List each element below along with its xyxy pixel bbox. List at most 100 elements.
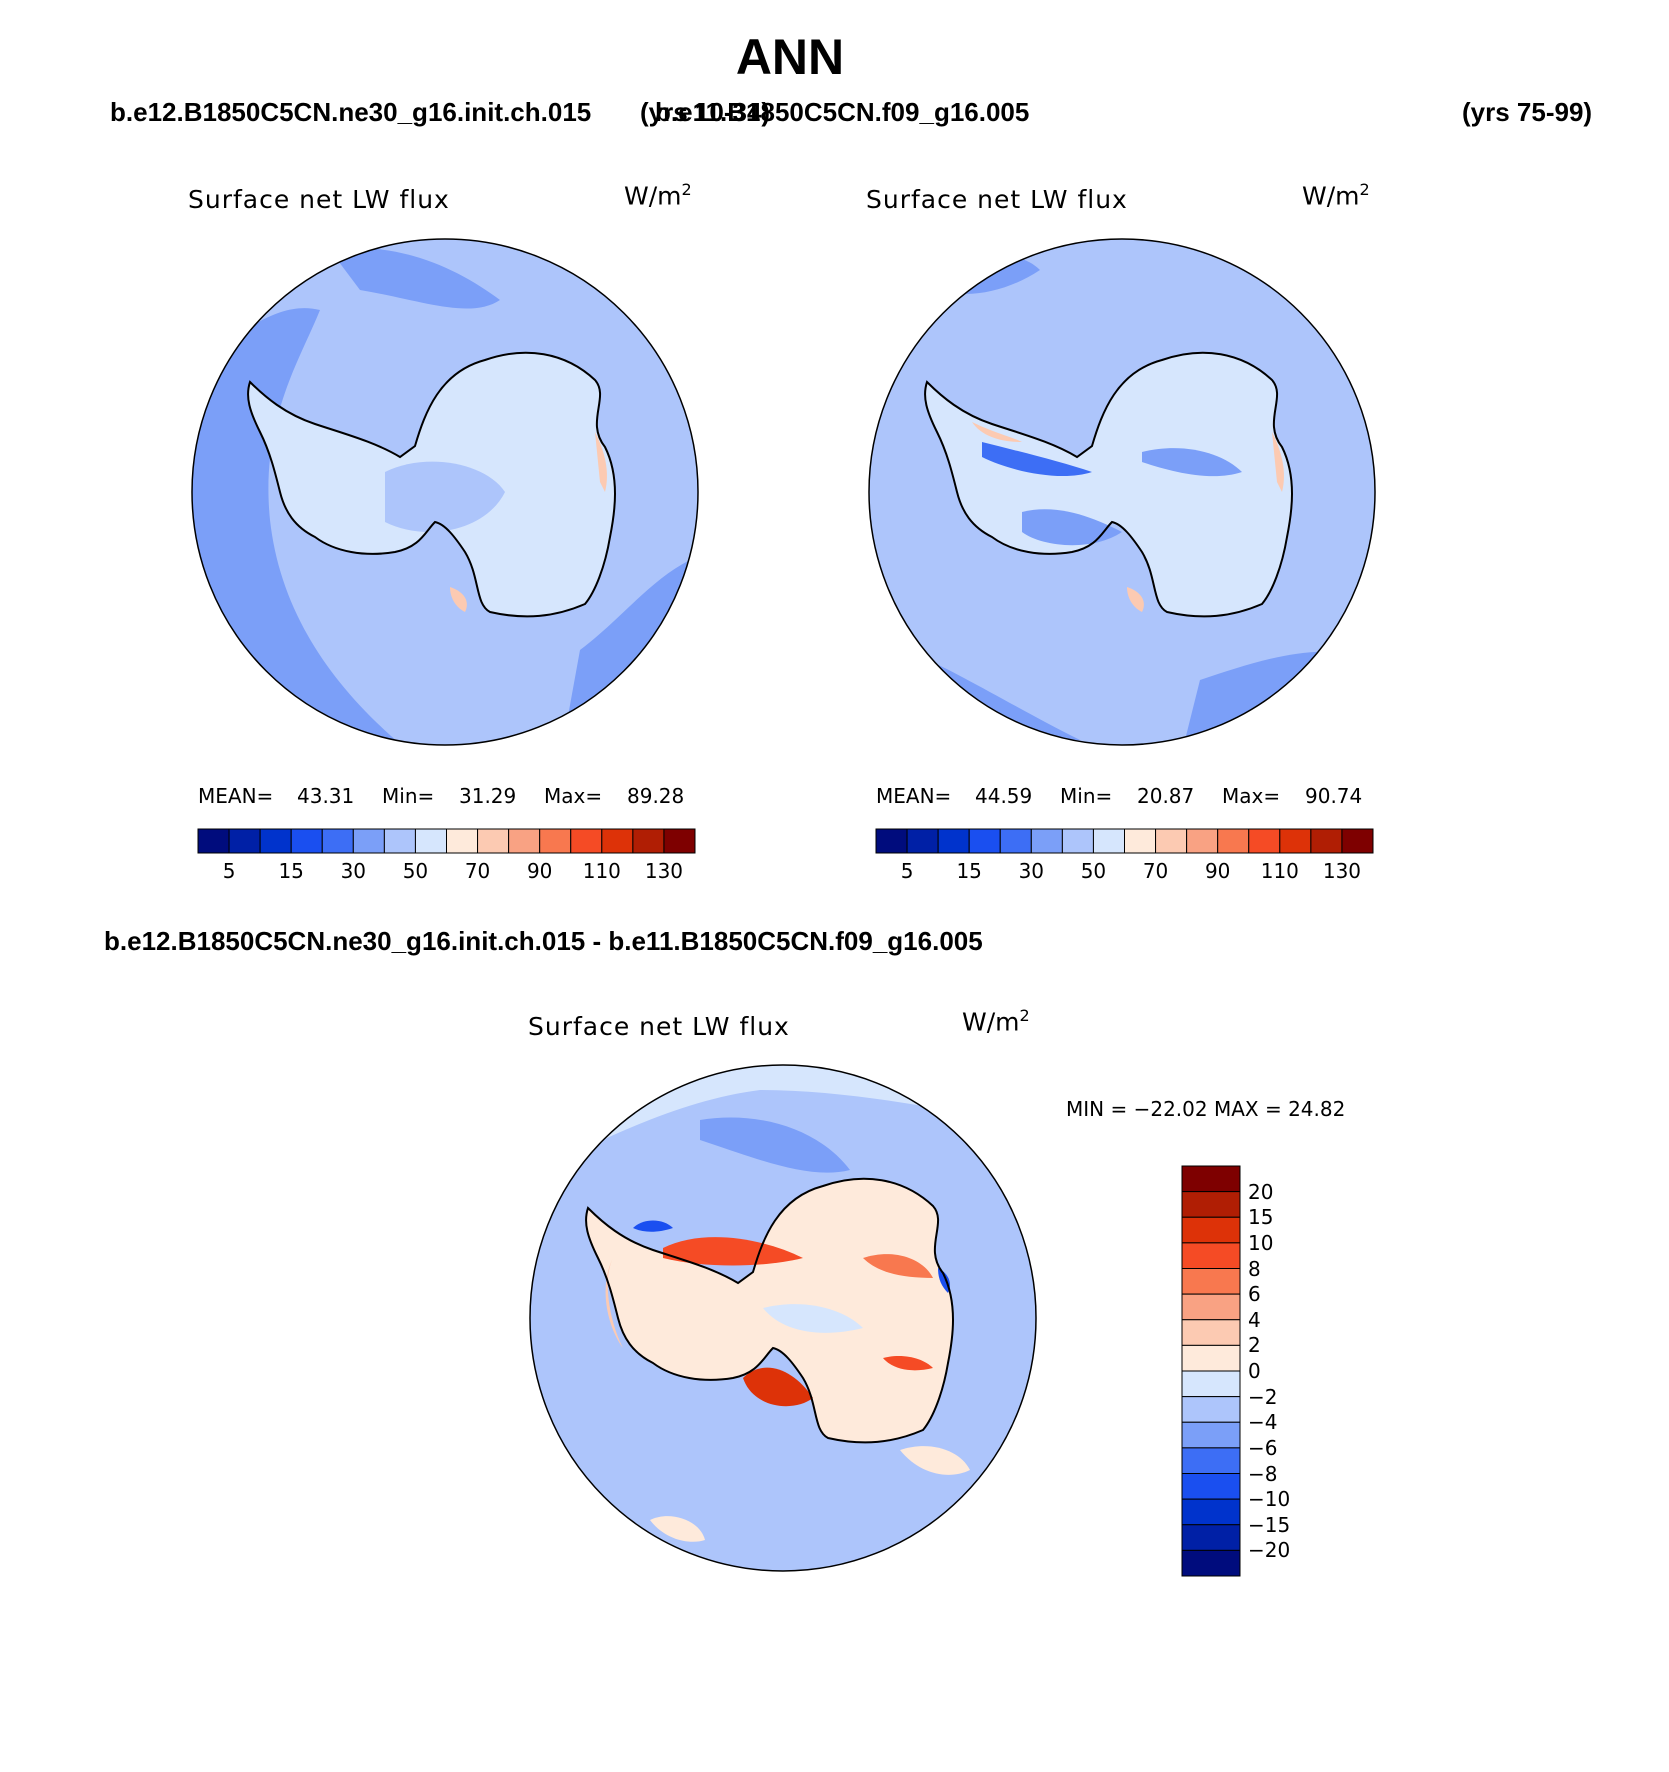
panel2-min-label: Min=	[1060, 784, 1113, 808]
panel1-colorbar-swatch	[352, 828, 385, 854]
panel2-colorbar-swatch	[1217, 828, 1250, 854]
diff-colorbar-swatch	[1181, 1447, 1241, 1474]
panel2-colorbar	[875, 828, 1374, 854]
panel1-colorbar-tick-label: 70	[464, 859, 491, 883]
years-left-label: (yrs 10-34)	[640, 97, 771, 127]
panel2-mean-value: 44.59	[975, 784, 1033, 808]
panel1-colorbar-tick-label: 110	[582, 859, 621, 883]
panel1-colorbar-tick-label: 90	[526, 859, 553, 883]
panel1-colorbar-tick-label: 5	[222, 859, 236, 883]
panel2-colorbar-tick-label: 130	[1322, 859, 1362, 883]
panel2-max-value: 90.74	[1305, 784, 1363, 808]
panel2-colorbar-swatch	[875, 828, 908, 854]
diff-colorbar-swatch	[1181, 1319, 1241, 1346]
diff-colorbar-tick-label: −4	[1248, 1410, 1278, 1435]
panel1-colorbar-swatch	[477, 828, 510, 854]
panel1-colorbar-swatch	[632, 828, 665, 854]
panel1-colorbar-swatch	[228, 828, 261, 854]
diff-units: W/m2	[962, 1006, 1030, 1037]
diff-case-label: b.e12.B1850C5CN.ne30_g16.init.ch.015 - b…	[104, 926, 983, 956]
panel2-title: Surface net LW flux	[866, 185, 1128, 214]
panel2-colorbar-tick-label: 5	[900, 859, 914, 883]
panel1-colorbar-swatch	[446, 828, 479, 854]
panel2-min-value: 20.87	[1137, 784, 1195, 808]
diff-colorbar-swatch	[1181, 1191, 1241, 1218]
panel1-colorbar	[197, 828, 696, 854]
panel2-map	[868, 238, 1376, 746]
panel1-mean-label: MEAN=	[198, 784, 274, 808]
diff-colorbar-tick-label: 15	[1248, 1205, 1274, 1230]
panel2-colorbar-swatch	[999, 828, 1032, 854]
panel2-colorbar-swatch	[906, 828, 939, 854]
diff-colorbar-swatch	[1181, 1549, 1241, 1577]
panel1-colorbar-swatch	[290, 828, 323, 854]
panel1-colorbar-tick-label: 30	[340, 859, 367, 883]
diff-colorbar-swatch	[1181, 1421, 1241, 1449]
panel2-mean-label: MEAN=	[876, 784, 952, 808]
panel2-colorbar-swatch	[937, 828, 970, 854]
panel2-colorbar-tick-label: 90	[1204, 859, 1231, 883]
panel2-colorbar-tick-label: 15	[956, 859, 982, 883]
diff-colorbar-tick-label: 20	[1248, 1179, 1274, 1204]
panel1-colorbar-swatch	[601, 828, 634, 854]
diff-colorbar-swatch	[1181, 1216, 1241, 1244]
panel1-units: W/m2	[624, 180, 692, 211]
panel2-colorbar-swatch	[1186, 828, 1219, 854]
panel2-colorbar-swatch	[968, 828, 1001, 854]
panel1-colorbar-swatch	[508, 828, 541, 854]
main-title: ANN	[735, 29, 845, 85]
diff-colorbar-tick-label: 2	[1248, 1333, 1261, 1358]
panel2-colorbar-swatch	[1310, 828, 1343, 854]
panel1-max-value: 89.28	[627, 784, 685, 808]
diff-colorbar-swatch	[1181, 1498, 1241, 1526]
diff-colorbar-tick-label: 8	[1248, 1256, 1261, 1281]
panel1-map	[191, 238, 699, 746]
diff-colorbar-swatch	[1181, 1165, 1241, 1193]
panel2-colorbar-swatch	[1061, 828, 1094, 854]
panel2-colorbar-swatch	[1279, 828, 1312, 854]
diff-colorbar-tick-label: −8	[1248, 1461, 1278, 1486]
years-right-label: (yrs 75-99)	[1462, 97, 1593, 127]
diff-colorbar-swatch	[1181, 1293, 1241, 1321]
panel2-units: W/m2	[1302, 180, 1370, 211]
panel2-colorbar-tick-label: 70	[1142, 859, 1169, 883]
panel1-colorbar-tick-label: 50	[402, 859, 429, 883]
diff-colorbar-tick-label: −10	[1248, 1487, 1291, 1512]
diff-colorbar-tick-label: −15	[1248, 1512, 1291, 1537]
panel1-colorbar-swatch	[321, 828, 354, 854]
panel1-mean-value: 43.31	[297, 784, 355, 808]
panel2-colorbar-tick-label: 110	[1260, 859, 1299, 883]
panel2-colorbar-tick-label: 50	[1080, 859, 1107, 883]
diff-minmax: MIN = −22.02 MAX = 24.82	[1066, 1097, 1346, 1121]
diff-colorbar-swatch	[1181, 1370, 1241, 1398]
panel1-colorbar-swatch	[539, 828, 572, 854]
panel1-colorbar-swatch	[663, 828, 696, 854]
panel1-colorbar-swatch	[197, 828, 230, 854]
diff-title: Surface net LW flux	[528, 1012, 790, 1041]
diff-colorbar-swatch	[1181, 1473, 1241, 1500]
panel2-colorbar-swatch	[1124, 828, 1157, 854]
panel2-colorbar-swatch	[1248, 828, 1281, 854]
panel1-colorbar-swatch	[259, 828, 292, 854]
diff-colorbar-tick-label: −20	[1248, 1538, 1291, 1563]
panel1-title: Surface net LW flux	[188, 185, 450, 214]
panel2-colorbar-swatch	[1155, 828, 1188, 854]
panel2-colorbar-tick-label: 30	[1018, 859, 1045, 883]
case-left-label: b.e12.B1850C5CN.ne30_g16.init.ch.015	[110, 97, 592, 127]
panel1-colorbar-tick-label: 15	[278, 859, 304, 883]
panel2-colorbar-swatch	[1030, 828, 1063, 854]
panel1-max-label: Max=	[544, 784, 603, 808]
case-right-label: b.e11.B1850C5CN.f09_g16.005	[655, 97, 1030, 127]
diff-colorbar-swatch	[1181, 1242, 1241, 1269]
diff-colorbar	[1181, 1165, 1241, 1577]
diff-colorbar-tick-label: 0	[1248, 1359, 1261, 1383]
diff-colorbar-tick-label: −6	[1248, 1435, 1278, 1460]
diff-colorbar-tick-label: −2	[1248, 1384, 1278, 1409]
diff-map	[529, 1064, 1037, 1572]
panel1-colorbar-tick-label: 130	[644, 859, 684, 883]
panel1-colorbar-swatch	[570, 828, 603, 854]
panel2-colorbar-swatch	[1341, 828, 1374, 854]
diff-colorbar-swatch	[1181, 1268, 1241, 1295]
diff-colorbar-tick-label: 6	[1248, 1282, 1261, 1307]
